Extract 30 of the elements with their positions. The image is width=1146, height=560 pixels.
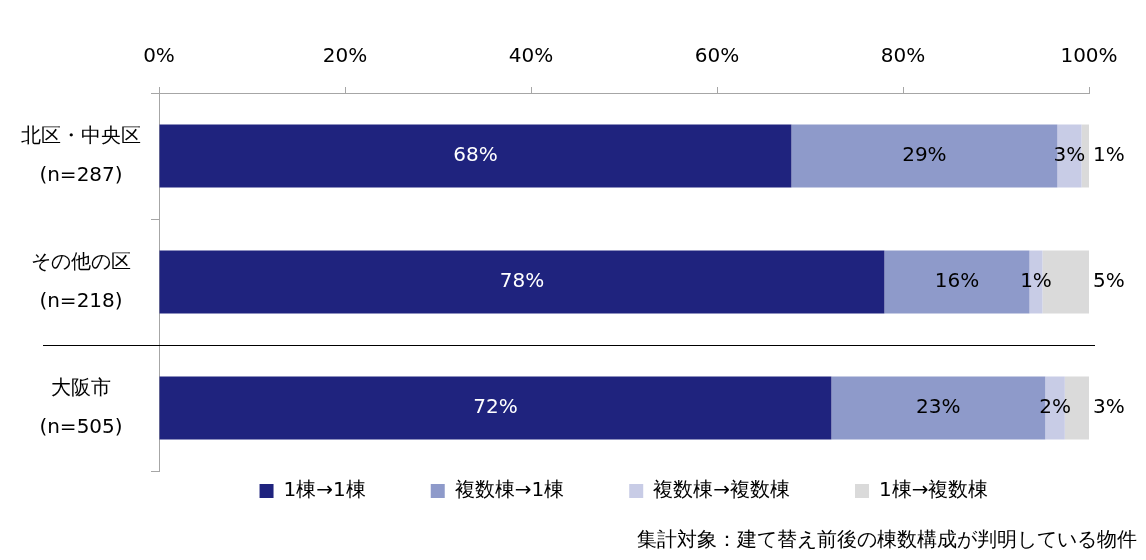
data-label: 2% [1039,394,1071,419]
data-label: 72% [473,394,518,419]
data-label: 78% [499,268,545,293]
x-tick-label: 40% [508,43,554,68]
data-label: 5% [1093,268,1125,293]
data-label: 1% [1020,268,1052,293]
bar [159,124,792,188]
x-tick-label: 0% [143,43,175,68]
x-tick-label: 60% [694,43,740,68]
bar [1057,124,1082,188]
legend-label: 1棟→複数棟 [878,477,989,502]
text: 集計対象：建て替え前後の棟数構成が判明している物件 [637,526,1137,552]
data-label: 3% [1093,394,1125,419]
x-tick-label: 100% [1060,43,1118,68]
data-label: 16% [934,268,980,293]
y-tick-label: その他の区 (n=218) [31,248,131,312]
bar [159,376,832,440]
x-tick-label: 80% [880,43,926,68]
data-label: 3% [1053,142,1086,167]
y-tick-label: 北区・中央区 (n=287) [21,122,141,186]
data-label: 68% [453,142,498,167]
y-tick-label: 大阪市 (n=505) [39,374,123,438]
legend-label: 複数棟→複数棟 [653,477,790,502]
legend-label: 複数棟→1棟 [454,477,565,502]
data-label: 29% [902,142,947,167]
data-label: 1% [1093,142,1125,167]
data-label: 23% [916,394,961,419]
x-tick-label: 20% [322,43,368,68]
bar [159,250,885,314]
legend-label: 1棟→1棟 [283,477,366,502]
